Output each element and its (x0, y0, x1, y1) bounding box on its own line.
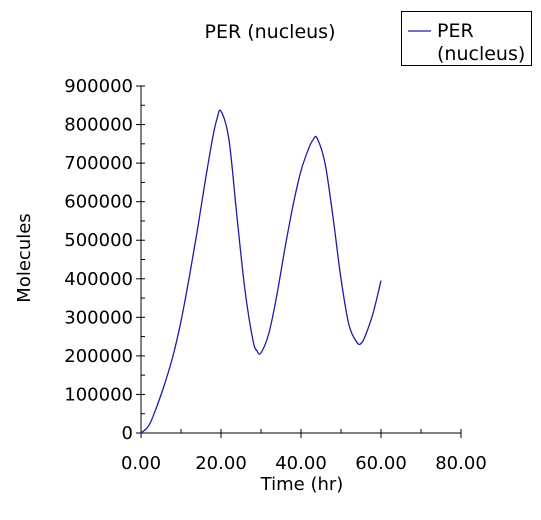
x-axis-title: Time (hr) (260, 474, 344, 495)
y-tick-label: 0 (122, 423, 133, 444)
y-tick-label: 600000 (64, 192, 133, 213)
y-tick-label: 800000 (64, 115, 133, 136)
y-tick-label: 400000 (64, 269, 133, 290)
x-tick-label: 60.00 (355, 453, 407, 474)
y-tick-label: 100000 (64, 384, 133, 405)
x-tick-label: 80.00 (435, 453, 487, 474)
x-tick-label: 20.00 (195, 453, 247, 474)
y-axis-title: Molecules (14, 213, 35, 302)
x-tick-label: 40.00 (275, 453, 327, 474)
axes (140, 86, 461, 434)
legend-label-line-2: (nucleus) (437, 43, 525, 65)
chart-title: PER (nucleus) (205, 21, 336, 43)
y-tick-label: 700000 (64, 153, 133, 174)
y-tick-label: 300000 (64, 307, 133, 328)
y-tick-label: 500000 (64, 230, 133, 251)
x-tick-label: 0.00 (121, 453, 161, 474)
legend-label-line-1: PER (437, 20, 474, 42)
legend: PER (nucleus) (401, 11, 532, 66)
series-layer (140, 109, 382, 434)
series-line-per-nucleus (140, 109, 382, 434)
y-tick-label: 200000 (64, 346, 133, 367)
legend-box (401, 11, 532, 66)
ticks: 0 100000 200000 300000 400000 500000 600000 700… (64, 76, 486, 474)
y-tick-label: 900000 (64, 76, 133, 97)
